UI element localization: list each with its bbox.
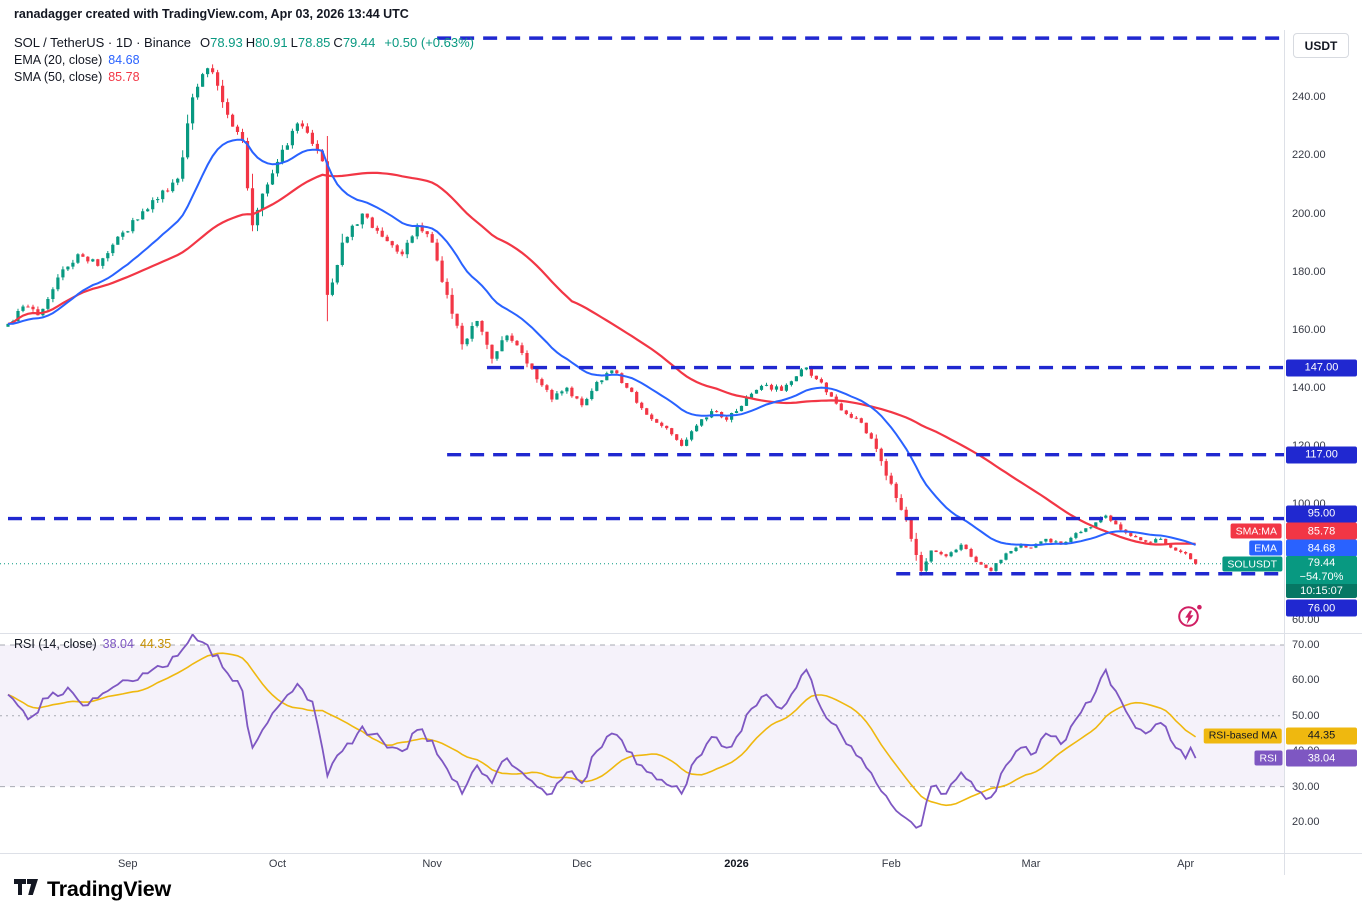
rsi-tag[interactable]: RSI — [1254, 750, 1282, 766]
level-147-price-badge[interactable]: 147.00 — [1286, 359, 1357, 376]
price-scale-separator — [1284, 30, 1285, 875]
tradingview-logo-text[interactable]: TradingView — [47, 877, 172, 901]
rsi-pane-canvas[interactable] — [0, 633, 1284, 853]
up-candle-bodies — [6, 68, 1163, 571]
price-pane-canvas[interactable] — [0, 30, 1284, 633]
price-tick-label: 160.00 — [1292, 323, 1326, 336]
price-tick-label: 140.00 — [1292, 381, 1326, 394]
footer: TradingView — [13, 875, 171, 904]
attribution-text: ranadagger created with TradingView.com,… — [14, 7, 409, 21]
time-axis-label: Feb — [881, 858, 901, 870]
rsi-tick-label: 70.00 — [1292, 639, 1320, 651]
rsi-ma-value-badge[interactable]: 44.35 — [1286, 727, 1357, 745]
time-axis-label: 2026 — [724, 858, 749, 870]
last-price-badge[interactable]: 79.44 −54.70% 10:15:07 — [1286, 556, 1357, 598]
rsi-tick-label: 50.00 — [1292, 709, 1320, 722]
price-tick-label: 200.00 — [1292, 207, 1326, 220]
price-tick-label: 180.00 — [1292, 265, 1326, 278]
down-candle-bodies — [26, 68, 1198, 571]
time-axis-label: Apr — [1177, 858, 1195, 870]
rsi-ma-tag[interactable]: RSI-based MA — [1203, 728, 1282, 744]
sma-line[interactable] — [7, 171, 1196, 546]
time-axis-separator — [0, 853, 1362, 854]
flash-order-icon[interactable] — [1177, 603, 1203, 629]
sma-price-badge[interactable]: 85.78 — [1286, 522, 1357, 540]
rsi-line[interactable] — [7, 633, 1197, 829]
last-price-badge-line: 10:15:07 — [1286, 584, 1357, 598]
price-tick-label: 240.00 — [1292, 91, 1326, 104]
pane-separator[interactable] — [0, 633, 1362, 634]
last-price-badge-line: −54.70% — [1299, 571, 1344, 583]
price-tick-label: 220.00 — [1292, 149, 1326, 162]
sma-tag[interactable]: SMA:MA — [1230, 523, 1282, 539]
ema-line[interactable] — [7, 138, 1196, 547]
ema-price-badge[interactable]: 84.68 — [1286, 539, 1357, 557]
rsi-tick-label: 60.00 — [1292, 674, 1320, 687]
last-price-badge-line: 79.44 — [1307, 557, 1336, 569]
tradingview-logo-icon[interactable] — [13, 875, 40, 904]
rsi-value-badge[interactable]: 38.04 — [1286, 749, 1357, 767]
up-candle-wicks — [7, 67, 1162, 573]
time-axis-label: Mar — [1021, 858, 1041, 870]
time-axis[interactable]: Sep Oct Nov Dec 2026 Feb Mar Apr — [0, 854, 1284, 875]
ema-tag[interactable]: EMA — [1249, 540, 1282, 556]
rsi-tick-label: 20.00 — [1292, 816, 1320, 828]
level-117-price-badge[interactable]: 117.00 — [1286, 446, 1357, 464]
time-axis-label: Sep — [117, 858, 138, 870]
symbol-tag[interactable]: SOLUSDT — [1222, 556, 1282, 572]
price-tick-label: 60.00 — [1292, 614, 1320, 627]
time-axis-label: Nov — [422, 858, 442, 870]
down-candle-wicks — [27, 64, 1197, 576]
rsi-tick-label: 30.00 — [1292, 780, 1320, 793]
time-axis-label: Oct — [268, 858, 287, 870]
currency-toggle-button[interactable]: USDT — [1293, 33, 1349, 58]
time-axis-label: Dec — [572, 858, 592, 870]
level-95-price-badge[interactable]: 95.00 — [1286, 505, 1357, 523]
level-76-price-badge[interactable]: 76.00 — [1286, 599, 1357, 617]
